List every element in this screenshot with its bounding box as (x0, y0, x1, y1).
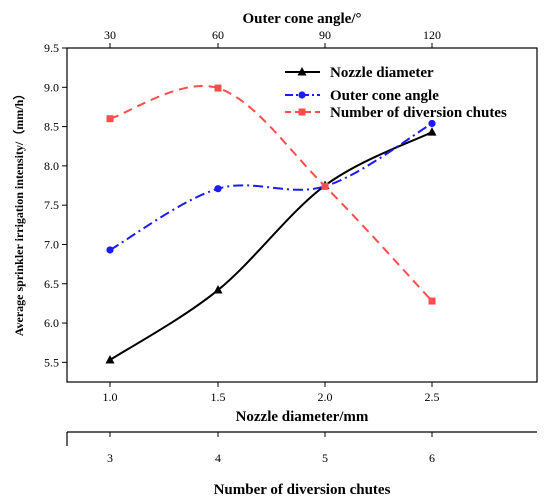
legend-label: Outer cone angle (330, 88, 439, 104)
y-tick-label: 9.5 (44, 41, 59, 55)
y-tick-label: 9.0 (44, 80, 59, 94)
series-0 (105, 127, 437, 364)
data-point (428, 119, 436, 128)
data-point (321, 182, 329, 190)
data-point (106, 246, 114, 254)
y-tick-label: 6.0 (44, 316, 59, 330)
bottom-tick-label: 2.0 (318, 390, 333, 404)
series-1 (106, 119, 436, 254)
top-tick-label: 90 (319, 28, 331, 42)
bottom-tick-label: 1.5 (211, 390, 226, 404)
bottom-tick-label: 1.0 (103, 390, 118, 404)
top-tick-label: 60 (212, 28, 224, 42)
series-2 (106, 84, 436, 305)
data-point (428, 297, 436, 305)
data-point (427, 127, 437, 136)
data-point (106, 115, 114, 123)
legend-marker (297, 67, 307, 76)
series-line (109, 122, 433, 251)
bottom-axis-title: Nozzle diameter/mm (236, 409, 369, 425)
legend-marker (298, 108, 306, 116)
data-point (213, 285, 223, 294)
y-tick-label: 6.5 (44, 277, 59, 291)
top-tick-label: 30 (104, 28, 116, 42)
series-line (109, 85, 433, 302)
data-point (214, 185, 222, 193)
series-line (109, 131, 433, 361)
y-tick-label: 8.0 (44, 159, 59, 173)
bottom2-tick-label: 6 (429, 451, 435, 465)
legend-label: Nozzle diameter (330, 65, 434, 81)
y-tick-label: 8.5 (44, 120, 59, 134)
data-point (214, 84, 222, 92)
bottom-axis2-title: Number of diversion chutes (214, 482, 391, 498)
bottom2-tick-label: 3 (107, 451, 113, 465)
y-tick-label: 7.5 (44, 198, 59, 212)
y-tick-label: 5.5 (44, 355, 59, 369)
top-axis-title: Outer cone angle/° (242, 11, 361, 27)
legend-label: Number of diversion chutes (330, 105, 507, 121)
top-tick-label: 120 (423, 28, 441, 42)
axis-ticks: 5.5 6.0 6.5 7.0 7.5 8.0 8.5 9.0 9.5 30 60 90 120 1.0 1… (44, 28, 441, 465)
bottom-tick-label: 2.5 (425, 390, 440, 404)
bottom2-tick-label: 4 (215, 451, 221, 465)
plot-frame (66, 47, 538, 383)
bottom2-tick-label: 5 (322, 451, 328, 465)
data-point (105, 354, 115, 364)
series-layer (105, 84, 437, 364)
legend-marker (298, 91, 306, 99)
y-axis-title: Average sprinkler irrigation intensity/（… (11, 88, 26, 337)
y-tick-label: 7.0 (44, 237, 59, 251)
